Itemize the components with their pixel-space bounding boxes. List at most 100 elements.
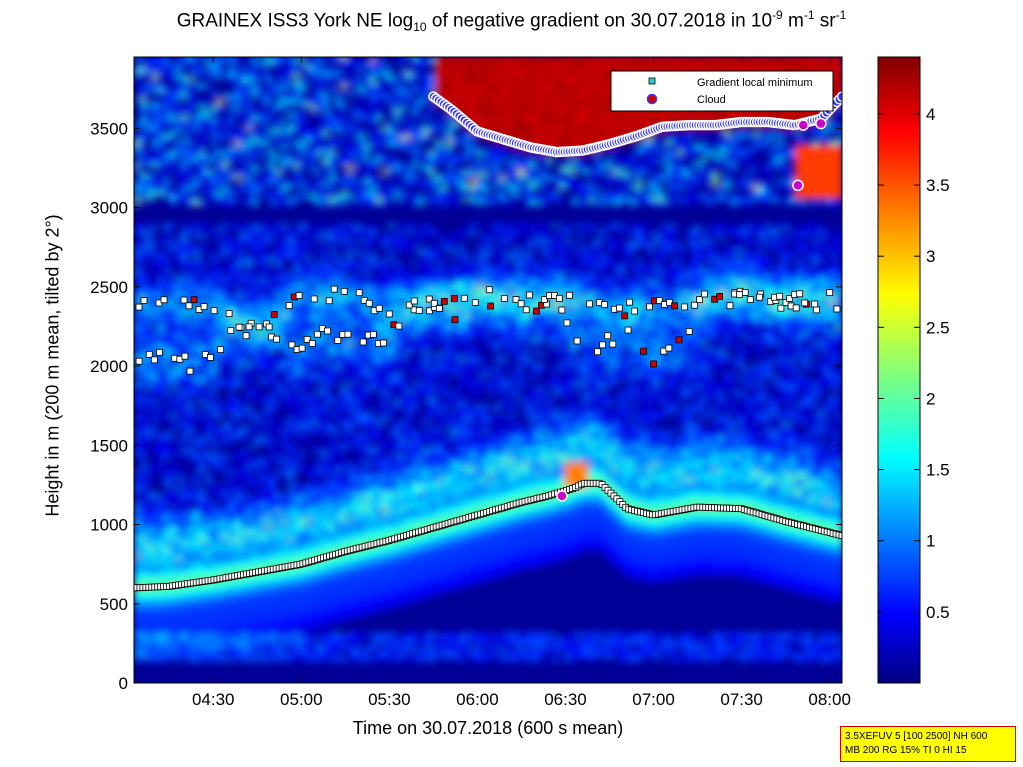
- heatmap-cell: [293, 489, 301, 494]
- heatmap-cell: [228, 223, 236, 228]
- heatmap-cell: [175, 331, 183, 336]
- heatmap-cell: [287, 242, 295, 247]
- heatmap-cell: [364, 369, 371, 374]
- heatmap-cell: [181, 372, 189, 377]
- heatmap-cell: [322, 267, 330, 272]
- heatmap-cell: [204, 457, 212, 463]
- heatmap-cell: [252, 565, 259, 570]
- heatmap-cell: [216, 508, 224, 513]
- heatmap-cell: [334, 308, 342, 314]
- heatmap-cell: [263, 524, 271, 529]
- heatmap-cell: [311, 562, 318, 567]
- heatmap-cell: [222, 188, 230, 193]
- heatmap-cell: [157, 435, 165, 440]
- heatmap-cell: [228, 302, 236, 307]
- heatmap-cell: [334, 641, 342, 646]
- heatmap-cell: [175, 350, 183, 355]
- heatmap-cell: [157, 366, 165, 371]
- heatmap-cell: [281, 147, 289, 152]
- heatmap-cell: [299, 239, 307, 244]
- heatmap-cell: [252, 353, 259, 358]
- heatmap-cell: [222, 93, 230, 98]
- heatmap-cell: [299, 508, 307, 513]
- heatmap-cell: [311, 194, 318, 200]
- heatmap-cell: [151, 530, 159, 536]
- heatmap-cell: [169, 416, 177, 421]
- heatmap-cell: [316, 308, 324, 314]
- heatmap-cell: [216, 429, 224, 434]
- heatmap-cell: [257, 340, 265, 345]
- heatmap-cell: [269, 397, 277, 402]
- heatmap-cell: [139, 629, 147, 634]
- heatmap-cell: [299, 106, 307, 111]
- heatmap-cell: [198, 280, 206, 285]
- heatmap-cell: [246, 305, 253, 310]
- heatmap-cell: [275, 527, 283, 532]
- heatmap-cell: [204, 635, 212, 640]
- heatmap-cell: [198, 128, 206, 133]
- heatmap-cell: [316, 391, 324, 396]
- heatmap-cell: [193, 337, 200, 342]
- heatmap-cell: [305, 600, 312, 605]
- heatmap-cell: [175, 369, 183, 374]
- heatmap-cell: [187, 99, 194, 104]
- heatmap-cell: [210, 407, 218, 412]
- heatmap-cell: [311, 156, 318, 162]
- heatmap-cell: [305, 565, 312, 570]
- heatmap-cell: [187, 286, 194, 291]
- heatmap-cell: [263, 194, 271, 200]
- heatmap-cell: [246, 366, 253, 371]
- heatmap-cell: [358, 182, 366, 187]
- heatmap-cell: [311, 591, 318, 596]
- heatmap-cell: [204, 508, 212, 513]
- heatmap-cell: [222, 305, 230, 310]
- heatmap-cell: [163, 470, 171, 475]
- heatmap-cell: [287, 328, 295, 333]
- heatmap-cell: [222, 289, 230, 295]
- heatmap-cell: [134, 71, 141, 76]
- heatmap-cell: [305, 270, 312, 276]
- heatmap-cell: [364, 644, 371, 650]
- heatmap-cell: [287, 502, 295, 507]
- heatmap-cell: [322, 372, 330, 377]
- heatmap-cell: [252, 625, 259, 631]
- heatmap-cell: [340, 505, 348, 510]
- heatmap-cell: [346, 594, 354, 599]
- heatmap-cell: [187, 264, 194, 269]
- heatmap-cell: [346, 632, 354, 637]
- heatmap-cell: [181, 289, 189, 295]
- heatmap-cell: [316, 540, 324, 545]
- heatmap-cell: [316, 87, 324, 92]
- heatmap-cell: [352, 486, 360, 491]
- heatmap-cell: [305, 540, 312, 545]
- heatmap-cell: [145, 505, 153, 510]
- heatmap-cell: [281, 451, 289, 456]
- heatmap-cell: [246, 600, 253, 605]
- heatmap-cell: [358, 505, 366, 510]
- heatmap-cell: [187, 385, 194, 390]
- heatmap-cell: [157, 343, 165, 349]
- heatmap-cell: [311, 83, 318, 89]
- heatmap-cell: [134, 549, 141, 555]
- heatmap-cell: [358, 435, 366, 440]
- heatmap-cell: [311, 549, 318, 555]
- heatmap-cell: [198, 606, 206, 612]
- heatmap-cell: [305, 505, 312, 510]
- heatmap-cell: [358, 515, 366, 520]
- heatmap-cell: [234, 629, 242, 634]
- heatmap-cell: [311, 153, 318, 158]
- heatmap-cell: [157, 58, 165, 63]
- heatmap-cell: [175, 594, 183, 599]
- heatmap-cell: [299, 565, 307, 570]
- heatmap-cell: [263, 163, 271, 168]
- heatmap-cell: [145, 648, 153, 653]
- heatmap-cell: [222, 629, 230, 634]
- heatmap-cell: [263, 242, 271, 247]
- heatmap-cell: [311, 315, 318, 320]
- heatmap-cell: [228, 591, 236, 596]
- heatmap-cell: [287, 163, 295, 168]
- heatmap-cell: [163, 90, 171, 95]
- heatmap-cell: [134, 508, 141, 513]
- heatmap-cell: [228, 499, 236, 504]
- heatmap-cell: [134, 324, 141, 330]
